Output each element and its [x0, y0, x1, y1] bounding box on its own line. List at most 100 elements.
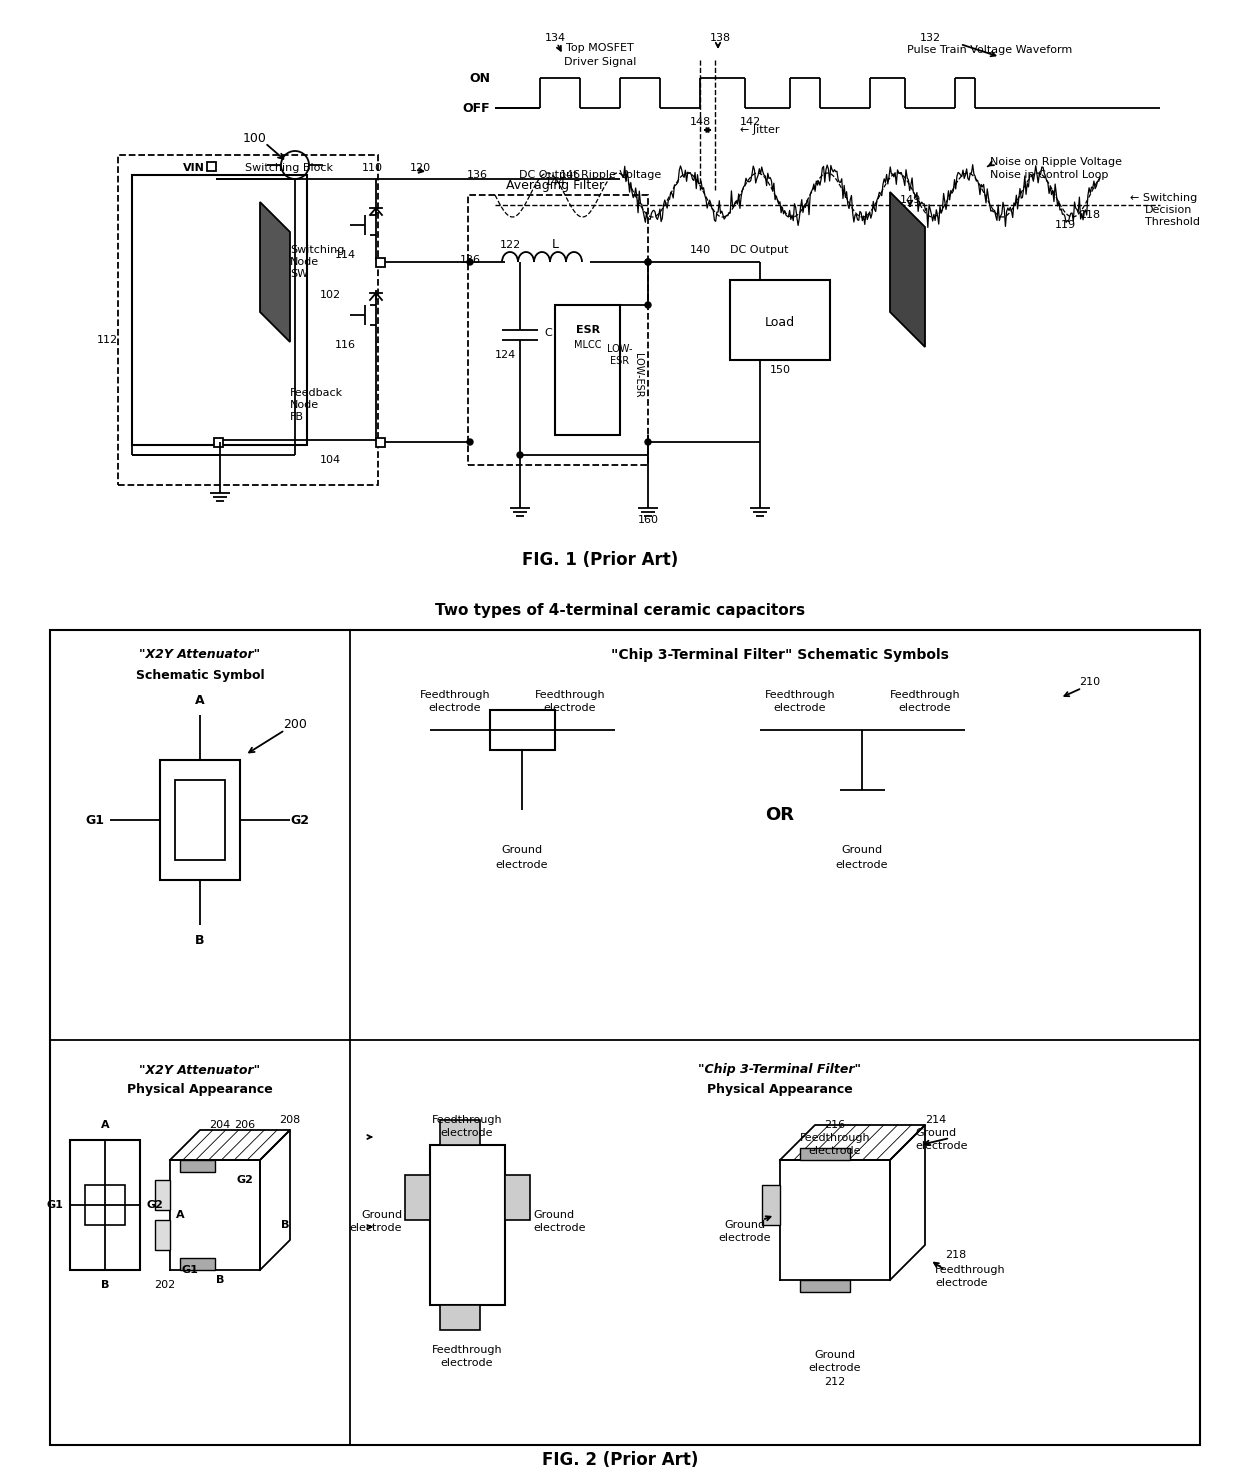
Text: electrode: electrode	[496, 860, 548, 870]
Text: Feedthrough: Feedthrough	[419, 690, 490, 701]
Text: B: B	[100, 1281, 109, 1289]
Text: Averaging Filter: Averaging Filter	[506, 178, 604, 191]
Text: OR: OR	[765, 807, 795, 824]
Text: Noise in Control Loop: Noise in Control Loop	[990, 169, 1109, 180]
Text: Schematic Symbol: Schematic Symbol	[135, 668, 264, 682]
Text: B: B	[195, 933, 205, 946]
Text: 142: 142	[740, 116, 761, 127]
Text: Two types of 4-terminal ceramic capacitors: Two types of 4-terminal ceramic capacito…	[435, 602, 805, 617]
Text: B: B	[280, 1220, 289, 1231]
Text: A: A	[195, 693, 205, 707]
Text: electrode: electrode	[533, 1223, 585, 1234]
Text: electrode: electrode	[774, 704, 826, 712]
Circle shape	[467, 259, 472, 265]
Bar	[430, 1145, 505, 1306]
Text: Feedthrough: Feedthrough	[935, 1264, 1006, 1275]
Text: 122: 122	[500, 240, 521, 250]
Text: electrode: electrode	[808, 1363, 862, 1373]
Text: 140: 140	[689, 244, 711, 255]
Text: Driver Signal: Driver Signal	[564, 57, 636, 68]
Bar	[440, 1306, 480, 1331]
Text: Pulse Train Voltage Waveform: Pulse Train Voltage Waveform	[908, 46, 1073, 54]
Bar	[505, 1175, 529, 1220]
Bar	[376, 258, 384, 266]
Bar	[800, 1281, 849, 1292]
Text: ESR: ESR	[575, 325, 600, 336]
Text: ← Switching: ← Switching	[1130, 193, 1198, 203]
Text: ON: ON	[469, 72, 490, 84]
Bar	[556, 305, 620, 436]
Text: 100: 100	[243, 131, 267, 144]
Text: L: L	[552, 238, 558, 252]
Text: A: A	[100, 1120, 109, 1130]
Text: electrode: electrode	[350, 1223, 402, 1234]
Text: electrode: electrode	[899, 704, 951, 712]
Text: 136: 136	[460, 255, 481, 265]
Bar	[763, 1185, 780, 1225]
Text: 132: 132	[919, 32, 941, 43]
Text: Ground: Ground	[361, 1210, 402, 1220]
Text: Load: Load	[765, 315, 795, 328]
Text: 116: 116	[335, 340, 356, 350]
Text: FIG. 2 (Prior Art): FIG. 2 (Prior Art)	[542, 1451, 698, 1469]
Circle shape	[467, 439, 472, 445]
Bar	[155, 1220, 170, 1250]
Text: Feedthrough: Feedthrough	[432, 1114, 502, 1125]
Bar	[730, 280, 830, 361]
Text: "X2Y Attenuator": "X2Y Attenuator"	[139, 1063, 260, 1076]
Bar	[180, 1160, 215, 1172]
Text: electrode: electrode	[544, 704, 596, 712]
Text: 210: 210	[1080, 677, 1101, 687]
Circle shape	[645, 259, 651, 265]
Bar	[86, 1185, 125, 1225]
Text: 214: 214	[925, 1114, 946, 1125]
Bar	[175, 780, 224, 860]
Text: Feedback
Node
FB: Feedback Node FB	[290, 389, 343, 421]
Text: DC Output Ripple Voltage: DC Output Ripple Voltage	[518, 169, 661, 180]
Text: VIN: VIN	[184, 163, 205, 174]
Text: Ground: Ground	[815, 1350, 856, 1360]
Text: OFF: OFF	[463, 102, 490, 115]
Text: Physical Appearance: Physical Appearance	[707, 1083, 853, 1097]
Text: LOW-
ESR: LOW- ESR	[608, 344, 632, 367]
Text: 150: 150	[770, 365, 791, 375]
Bar	[467, 194, 649, 465]
Text: Switching Block: Switching Block	[246, 163, 334, 174]
Bar	[69, 1139, 140, 1270]
Text: Physical Appearance: Physical Appearance	[128, 1083, 273, 1097]
Text: Ground: Ground	[501, 845, 543, 855]
Text: electrode: electrode	[836, 860, 888, 870]
Text: Ground: Ground	[533, 1210, 574, 1220]
Text: 216: 216	[825, 1120, 846, 1130]
Text: 104: 104	[320, 455, 341, 465]
Text: Feedthrough: Feedthrough	[800, 1133, 870, 1142]
Text: electrode: electrode	[719, 1234, 771, 1242]
Text: 134: 134	[544, 32, 565, 43]
Bar	[800, 1148, 849, 1160]
Text: electrode: electrode	[429, 704, 481, 712]
Text: A: A	[176, 1210, 185, 1220]
Text: 146: 146	[559, 169, 580, 180]
Circle shape	[645, 439, 651, 445]
Text: 204: 204	[210, 1120, 231, 1130]
Text: 118: 118	[1080, 210, 1101, 219]
Text: ← Jitter: ← Jitter	[740, 125, 780, 135]
Text: "Chip 3-Terminal Filter" Schematic Symbols: "Chip 3-Terminal Filter" Schematic Symbo…	[611, 648, 949, 662]
Text: 206: 206	[234, 1120, 255, 1130]
Text: G1: G1	[47, 1200, 63, 1210]
Bar	[490, 710, 556, 751]
Circle shape	[517, 452, 523, 458]
Text: electrode: electrode	[808, 1147, 862, 1156]
Text: Ground: Ground	[724, 1220, 765, 1231]
Text: 110: 110	[362, 163, 382, 174]
Text: Decision: Decision	[1145, 205, 1193, 215]
Text: FIG. 1 (Prior Art): FIG. 1 (Prior Art)	[522, 551, 678, 570]
Polygon shape	[890, 191, 925, 347]
Text: G1: G1	[86, 814, 104, 826]
Bar	[376, 439, 384, 447]
Text: Switching
Node
SW: Switching Node SW	[290, 246, 345, 278]
Text: 218: 218	[945, 1250, 966, 1260]
Bar	[215, 439, 223, 447]
Text: 208: 208	[279, 1114, 300, 1125]
Text: Feedthrough: Feedthrough	[432, 1345, 502, 1356]
